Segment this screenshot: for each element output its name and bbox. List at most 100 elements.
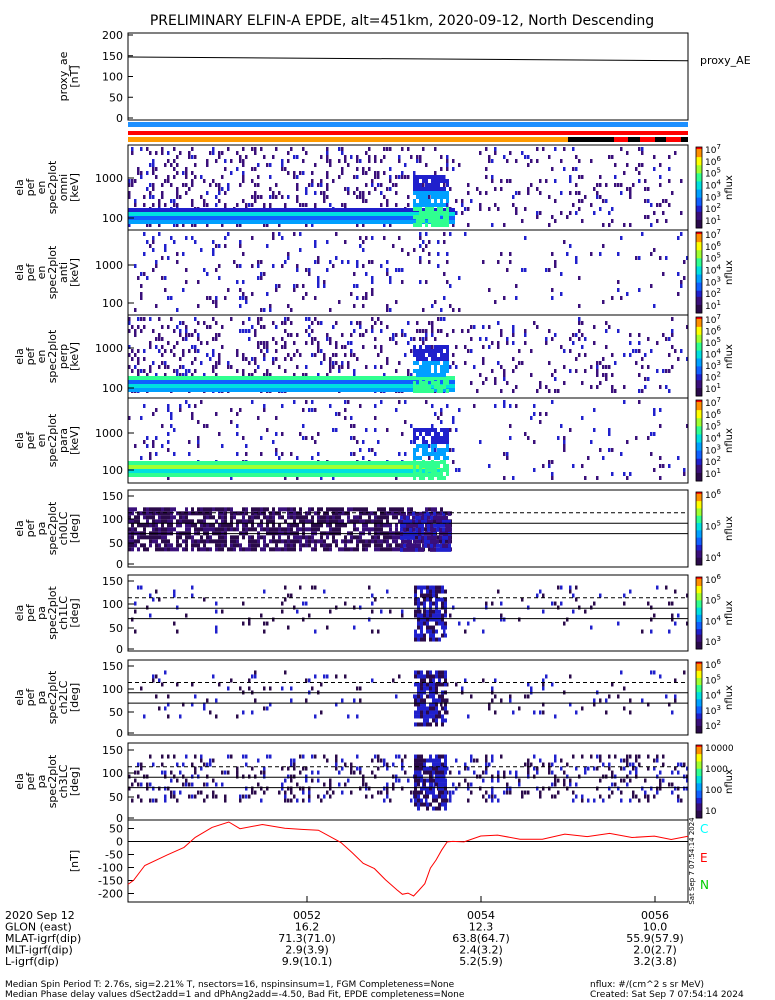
spectrogram-pixel: [479, 207, 482, 211]
spectrogram-pixel: [512, 476, 515, 480]
spectrogram-band-pixel: [371, 380, 374, 384]
pa-pixel: [311, 547, 314, 552]
spectrogram-pixel: [344, 159, 347, 163]
spectrogram-band-pixel: [230, 473, 233, 477]
pa-pixel: [215, 519, 218, 524]
spectrogram-pixel: [302, 408, 305, 412]
pa-pixel: [305, 527, 308, 532]
pa-pixel: [359, 539, 362, 544]
spectrogram-pixel: [374, 428, 377, 432]
spectrogram-band-pixel: [377, 376, 380, 380]
spectrogram-burst-pixel: [446, 468, 449, 472]
colorbar-swatch: [696, 302, 702, 306]
spectrogram-band-pixel: [410, 220, 413, 224]
pa-pixel: [287, 625, 290, 630]
spectrogram-band-pixel: [317, 461, 320, 465]
pa-pixel: [248, 535, 251, 540]
spectrogram-band-pixel: [167, 473, 170, 477]
spectrogram-band-pixel: [227, 384, 230, 388]
spectrogram-pixel: [305, 400, 308, 404]
pa-burst-pixel: [427, 519, 430, 524]
pa-pixel: [299, 515, 302, 520]
spectrogram-burst-pixel: [443, 365, 446, 369]
spectrogram-band-pixel: [206, 208, 209, 212]
spectrogram-burst-pixel: [413, 472, 416, 476]
spectrogram-pixel: [476, 389, 479, 393]
spectrogram-burst-pixel: [428, 191, 431, 195]
spectrogram-pixel: [326, 373, 329, 377]
spectrogram-band-pixel: [143, 376, 146, 380]
spectrogram-pixel: [302, 159, 305, 163]
pa-pixel: [191, 523, 194, 528]
pa-pixel: [254, 515, 257, 520]
spectrogram-burst-pixel: [413, 199, 416, 203]
spectrogram-pixel: [266, 244, 269, 248]
spectrogram-band-pixel: [347, 465, 350, 469]
spectrogram-pixel: [386, 308, 389, 312]
spectrogram-band-pixel: [332, 465, 335, 469]
pa-pixel: [383, 535, 386, 540]
spectrogram-pixel: [575, 369, 578, 373]
spectrogram-band-pixel: [203, 376, 206, 380]
spectrogram-burst-pixel: [425, 472, 428, 476]
pa-burst-pixel: [415, 543, 418, 548]
spectrogram-band-pixel: [212, 465, 215, 469]
pa-pixel: [398, 507, 401, 512]
colorbar-swatch: [696, 446, 702, 450]
spectrogram-burst-pixel: [446, 195, 449, 199]
spectrogram-pixel: [353, 436, 356, 440]
pa-pixel: [131, 519, 134, 524]
spectrogram-pixel: [389, 308, 392, 312]
spectrogram-pixel: [242, 292, 245, 296]
pa-burst-pixel: [418, 511, 421, 516]
spectrogram-pixel: [185, 329, 188, 333]
colorbar-tick-label: 106: [705, 240, 721, 253]
spectrogram-pixel: [380, 400, 383, 404]
spectrogram-pixel: [512, 333, 515, 337]
spectrogram-burst-pixel: [419, 381, 422, 385]
spectrogram-pixel: [653, 304, 656, 308]
spectrogram-band-pixel: [224, 465, 227, 469]
spectrogram-band-pixel: [269, 220, 272, 224]
spectrogram-pixel: [668, 353, 671, 357]
pa-pixel: [182, 519, 185, 524]
spectrogram-burst-pixel: [425, 357, 428, 361]
spectrogram-pixel: [248, 361, 251, 365]
spectrogram-band-pixel: [239, 473, 242, 477]
spectrogram-burst-pixel: [440, 211, 443, 215]
spectrogram-pixel: [638, 400, 641, 404]
spectrogram-pixel: [350, 452, 353, 456]
pa-pixel: [398, 547, 401, 552]
pa-burst-pixel: [418, 527, 421, 532]
spectrogram-pixel: [341, 203, 344, 207]
spectrogram-pixel: [593, 211, 596, 215]
spectrogram-pixel: [308, 272, 311, 276]
spectrogram-pixel: [176, 195, 179, 199]
spectrogram-band-pixel: [272, 388, 275, 392]
pa-pixel: [584, 609, 587, 614]
spectrogram-pixel: [314, 296, 317, 300]
spectrogram-band-pixel: [137, 212, 140, 216]
spectrogram-band-pixel: [326, 461, 329, 465]
spectrogram-pixel: [347, 400, 350, 404]
pa-pixel: [245, 523, 248, 528]
pa-pixel: [365, 547, 368, 552]
pa-pixel: [179, 519, 182, 524]
pa-pixel: [197, 519, 200, 524]
spectrogram-band-pixel: [185, 384, 188, 388]
spectrogram-band-pixel: [311, 461, 314, 465]
spectrogram-pixel: [242, 296, 245, 300]
spectrogram-band-pixel: [239, 461, 242, 465]
spectrogram-band-pixel: [410, 212, 413, 216]
spectrogram-band-pixel: [152, 473, 155, 477]
spectrogram-pixel: [461, 199, 464, 203]
spectrogram-burst-pixel: [437, 432, 440, 436]
spectrogram-pixel: [674, 349, 677, 353]
pa-pixel: [134, 629, 137, 634]
colorbar-swatch: [696, 332, 702, 336]
spectrogram-pixel: [404, 175, 407, 179]
spectrogram-band-pixel: [299, 384, 302, 388]
spectrogram-band-pixel: [278, 465, 281, 469]
spectrogram-pixel: [485, 147, 488, 151]
spectrogram-pixel: [134, 199, 137, 203]
